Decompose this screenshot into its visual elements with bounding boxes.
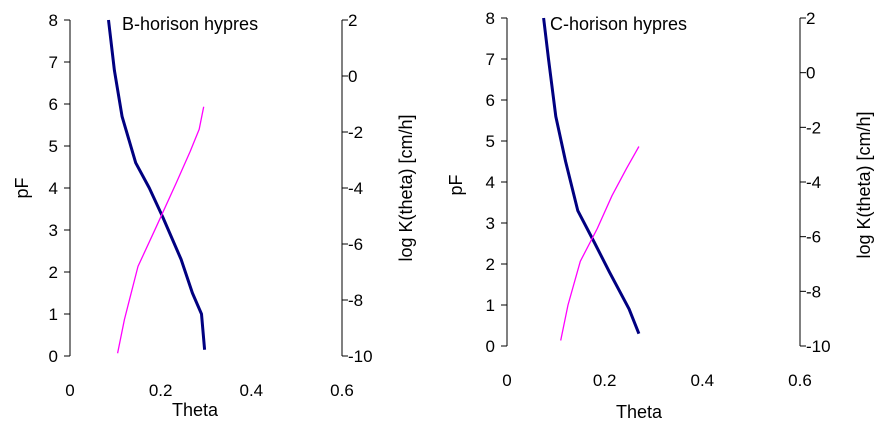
y-tick-label: 7	[49, 53, 58, 72]
x-tick-label: 0.4	[691, 371, 715, 390]
y2-tick-label: -8	[806, 282, 821, 301]
x-tick-label: 0.6	[330, 381, 354, 400]
y-tick-label: 0	[49, 347, 58, 366]
conductivity-series-line	[560, 146, 640, 341]
x-tick-label: 0.6	[788, 371, 812, 390]
x-axis-label: Theta	[616, 402, 663, 422]
y-tick-label: 5	[486, 132, 495, 151]
y-tick-label: 4	[49, 179, 58, 198]
chart-title: B-horison hypres	[122, 14, 258, 34]
y2-tick-label: -4	[348, 179, 363, 198]
y2-tick-label: -2	[348, 123, 363, 142]
y2-tick-label: -4	[806, 173, 821, 192]
y2-tick-label: 0	[806, 64, 815, 83]
y-axis-label: pF	[446, 174, 466, 195]
y-tick-label: 6	[49, 95, 58, 114]
y2-axis-label: log K(theta) [cm/h]	[396, 114, 416, 261]
y-tick-label: 8	[49, 11, 58, 30]
x-tick-label: 0	[502, 371, 511, 390]
y-tick-label: 0	[486, 337, 495, 356]
x-tick-label: 0.2	[593, 371, 617, 390]
y-tick-label: 2	[486, 255, 495, 274]
y2-axis-label: log K(theta) [cm/h]	[854, 111, 874, 258]
y2-tick-label: -10	[806, 337, 831, 356]
y2-tick-label: 2	[348, 11, 357, 30]
y2-tick-label: -6	[348, 235, 363, 254]
y-tick-label: 6	[486, 91, 495, 110]
y-tick-label: 2	[49, 263, 58, 282]
y2-tick-label: -10	[348, 347, 373, 366]
y-tick-label: 1	[49, 305, 58, 324]
chart-b-horison: B-horison hypres Theta pF log K(theta) […	[12, 11, 416, 420]
retention-series-line	[542, 17, 641, 335]
y2-tick-label: 2	[806, 9, 815, 28]
y-tick-label: 5	[49, 137, 58, 156]
y2-tick-label: -2	[806, 118, 821, 137]
chart-title: C-horison hypres	[550, 14, 687, 34]
y2-tick-label: -8	[348, 291, 363, 310]
y-tick-label: 8	[486, 9, 495, 28]
x-axis-label: Theta	[172, 400, 219, 420]
y-tick-label: 3	[486, 214, 495, 233]
y-tick-label: 7	[486, 50, 495, 69]
x-tick-label: 0.4	[240, 381, 264, 400]
y-tick-label: 1	[486, 296, 495, 315]
x-tick-label: 0.2	[149, 381, 173, 400]
y-tick-label: 4	[486, 173, 495, 192]
y-axis-label: pF	[12, 177, 32, 198]
chart-c-horison: C-horison hypres Theta pF log K(theta) […	[446, 9, 874, 422]
y2-tick-label: -6	[806, 228, 821, 247]
conductivity-series-line	[116, 106, 205, 354]
y-tick-label: 3	[49, 221, 58, 240]
x-tick-label: 0	[65, 381, 74, 400]
y2-tick-label: 0	[348, 67, 357, 86]
retention-series-line	[107, 19, 207, 350]
